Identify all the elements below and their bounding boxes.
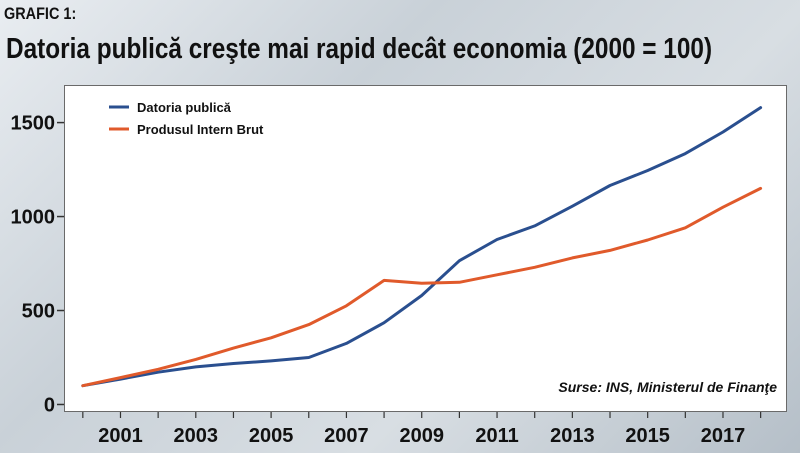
- y-tick-label: 500: [22, 301, 55, 323]
- x-tick-label: 2005: [249, 425, 294, 447]
- x-tick-label: 2017: [701, 425, 746, 447]
- x-tick-label: 2003: [174, 425, 219, 447]
- x-tick-label: 2015: [625, 425, 670, 447]
- plot-area: [64, 85, 787, 412]
- x-tick-label: 2011: [475, 425, 518, 447]
- source-note: Surse: INS, Ministerul de Finanţe: [558, 379, 777, 395]
- chart-label: GRAFIC 1:: [4, 4, 77, 23]
- legend-label: Datoria publică: [137, 100, 232, 115]
- x-tick-label: 2001: [98, 425, 143, 447]
- x-axis: 2001 2003 2005 2007 2009 2011 2013 2015 2017: [82, 412, 762, 447]
- series-layer: [81, 106, 763, 388]
- series-line-datoria-publica: [81, 106, 763, 388]
- y-tick-label: 1000: [11, 207, 56, 229]
- y-axis: 0 500 1000 1500: [11, 113, 64, 416]
- y-tick-label: 1500: [11, 113, 56, 135]
- chart-title: Datoria publică creşte mai rapid decât e…: [6, 33, 713, 65]
- series-line-produsul-intern-brut: [81, 186, 763, 388]
- y-tick-label: 0: [44, 394, 55, 416]
- x-tick-label: 2007: [324, 425, 369, 447]
- legend: Datoria publică Produsul Intern Brut: [109, 100, 264, 137]
- x-tick-label: 2013: [550, 425, 595, 447]
- x-tick-label: 2009: [399, 425, 444, 447]
- legend-label: Produsul Intern Brut: [137, 122, 264, 137]
